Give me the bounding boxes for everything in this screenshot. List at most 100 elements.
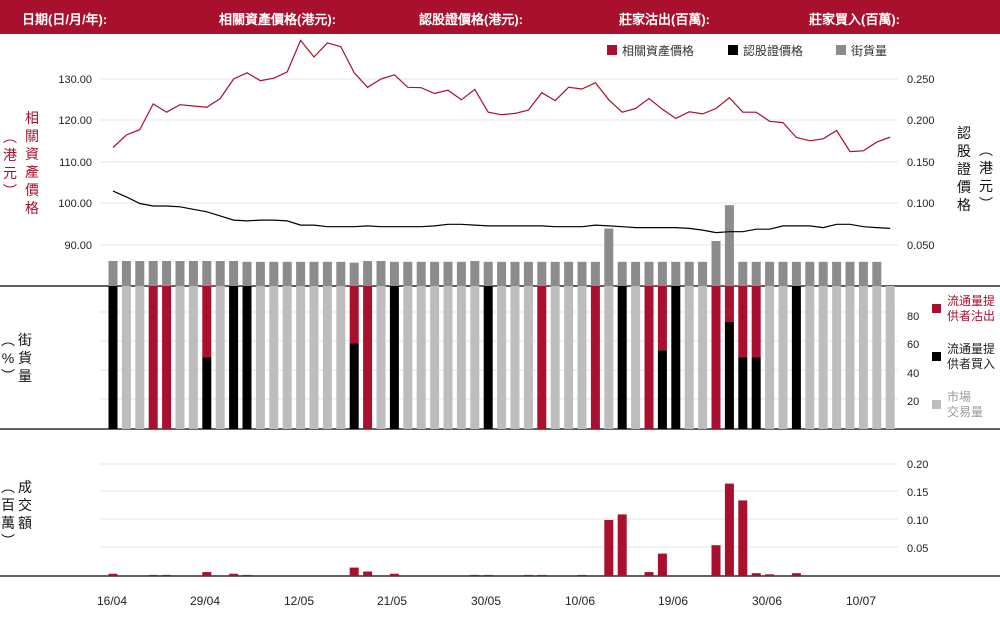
market-volume-bar xyxy=(175,286,185,429)
legend-text-warrant: 認股證價格 xyxy=(743,43,803,58)
outstanding-bar xyxy=(229,261,239,286)
market-volume-bar xyxy=(858,286,868,429)
turnover-bar xyxy=(229,573,239,576)
lp-sell-bar xyxy=(148,286,158,429)
lp-buy-bar xyxy=(108,286,118,429)
lp-buy-bar xyxy=(349,343,359,429)
turnover-tick-label: 0.05 xyxy=(907,543,928,555)
axis-title-char: 港 xyxy=(979,160,993,176)
right-tick-label: 0.200 xyxy=(907,115,935,127)
turnover-tick-label: 0.10 xyxy=(907,515,928,527)
turnover-tick-label: 0.20 xyxy=(907,459,928,471)
lp-sell-bar xyxy=(162,286,172,429)
axis-title-char: 街 xyxy=(18,332,32,348)
market-volume-bar xyxy=(832,286,842,429)
x-tick-label: 19/06 xyxy=(658,594,688,608)
underlying-price-label: 相關資產價格(港元): xyxy=(219,12,336,27)
turnover-bar xyxy=(162,574,172,576)
lp-sell-bar xyxy=(537,286,547,429)
outstanding-bar xyxy=(430,261,440,286)
outstanding-bar xyxy=(255,261,265,286)
axis-title-char: ︵ xyxy=(3,129,17,145)
pct-tick-label: 40 xyxy=(907,368,919,380)
outstanding-bar xyxy=(550,261,560,286)
turnover-bar xyxy=(537,574,547,576)
date-label: 日期(日/月/年): xyxy=(22,12,108,27)
legend-text-market-2: 交易量 xyxy=(947,404,983,419)
axis-title-char: 格 xyxy=(957,197,971,213)
turnover-bar xyxy=(108,573,118,576)
warrant-price-label: 認股證價格(港元): xyxy=(419,12,523,27)
turnover-bar xyxy=(711,545,721,576)
middle-legend: 流通量提 供者沽出 流通量提 供者買入 市場 交易量 xyxy=(932,293,995,419)
lp-sell-bar xyxy=(202,286,212,358)
axis-title-char: % xyxy=(2,350,14,366)
market-volume-bar xyxy=(805,286,815,429)
market-volume-bar xyxy=(470,286,480,429)
turnover-bar xyxy=(242,574,252,576)
market-volume-bar xyxy=(497,286,507,429)
lp-buy-bar xyxy=(751,357,761,429)
market-volume-bar xyxy=(818,286,828,429)
market-volume-bar xyxy=(376,286,386,429)
axis-title-char: ︶ xyxy=(979,196,993,212)
axis-title-char: ︵ xyxy=(1,479,15,495)
lp-sell-bar xyxy=(751,286,761,358)
axis-title-char: 價 xyxy=(957,179,971,195)
right-tick-label: 0.050 xyxy=(907,240,935,252)
x-tick-label: 10/06 xyxy=(565,594,595,608)
legend-text-lp-buy-1: 流通量提 xyxy=(947,341,995,356)
axis-title-char: 交 xyxy=(18,497,32,513)
bottom-turnover-ticks: 0.20 0.15 0.10 0.05 xyxy=(907,459,928,555)
market-volume-bar xyxy=(631,286,641,429)
left-price-axis-title: 相 關 資 產 價 格 ︵ 港 元 ︶ xyxy=(3,110,39,216)
lp-buy-bar xyxy=(657,350,667,429)
outstanding-bar xyxy=(778,261,788,286)
warrant-price-line xyxy=(112,190,891,234)
axis-title-char: 相 xyxy=(25,110,39,126)
outstanding-bar xyxy=(631,261,641,286)
turnover-bar xyxy=(483,574,493,576)
outstanding-bar xyxy=(872,261,882,286)
right-warrant-axis-title: 認 股 證 價 格 ︵ 港 元 ︶ xyxy=(957,125,993,213)
lp-buy-bar xyxy=(724,321,734,429)
right-warrant-ticks: 0.250 0.200 0.150 0.100 0.050 xyxy=(907,74,935,252)
dealer-sell-label: 莊家沽出(百萬): xyxy=(619,12,710,27)
lp-buy-bar xyxy=(229,286,239,429)
info-header-bar: 日期(日/月/年): 相關資產價格(港元): 認股證價格(港元): 莊家沽出(百… xyxy=(0,0,1000,34)
outstanding-bar xyxy=(537,261,547,286)
pct-tick-label: 60 xyxy=(907,339,919,351)
outstanding-bar xyxy=(711,241,721,286)
middle-pct-ticks: 80 60 40 20 xyxy=(907,311,919,408)
market-volume-bar xyxy=(282,286,292,429)
outstanding-bar xyxy=(443,261,453,286)
outstanding-bar xyxy=(497,261,507,286)
market-volume-bar xyxy=(510,286,520,429)
outstanding-bar xyxy=(309,261,319,286)
turnover-bar xyxy=(523,574,533,576)
axis-title-char: 價 xyxy=(25,182,39,198)
x-tick-label: 16/04 xyxy=(97,594,127,608)
outstanding-bar xyxy=(336,261,346,286)
lp-sell-bar xyxy=(363,286,373,429)
market-volume-bar xyxy=(885,286,895,429)
market-volume-bar xyxy=(443,286,453,429)
outstanding-bar xyxy=(389,261,399,286)
lp-sell-bar xyxy=(644,286,654,429)
axis-title-char: 關 xyxy=(25,128,39,144)
axis-title-char: 港 xyxy=(3,147,17,163)
lp-sell-bar xyxy=(711,286,721,429)
axis-title-char: 元 xyxy=(979,178,993,194)
outstanding-bar xyxy=(564,261,574,286)
market-volume-bar xyxy=(430,286,440,429)
axis-title-char: 額 xyxy=(18,515,32,531)
turnover-bar xyxy=(349,567,359,576)
axis-title-char: 格 xyxy=(25,200,39,216)
outstanding-bar xyxy=(644,261,654,286)
axis-title-char: 萬 xyxy=(1,515,15,531)
turnover-bar xyxy=(765,574,775,576)
left-tick-label: 110.00 xyxy=(59,157,92,169)
stacked-bars xyxy=(108,286,895,429)
outstanding-bar xyxy=(698,261,708,286)
